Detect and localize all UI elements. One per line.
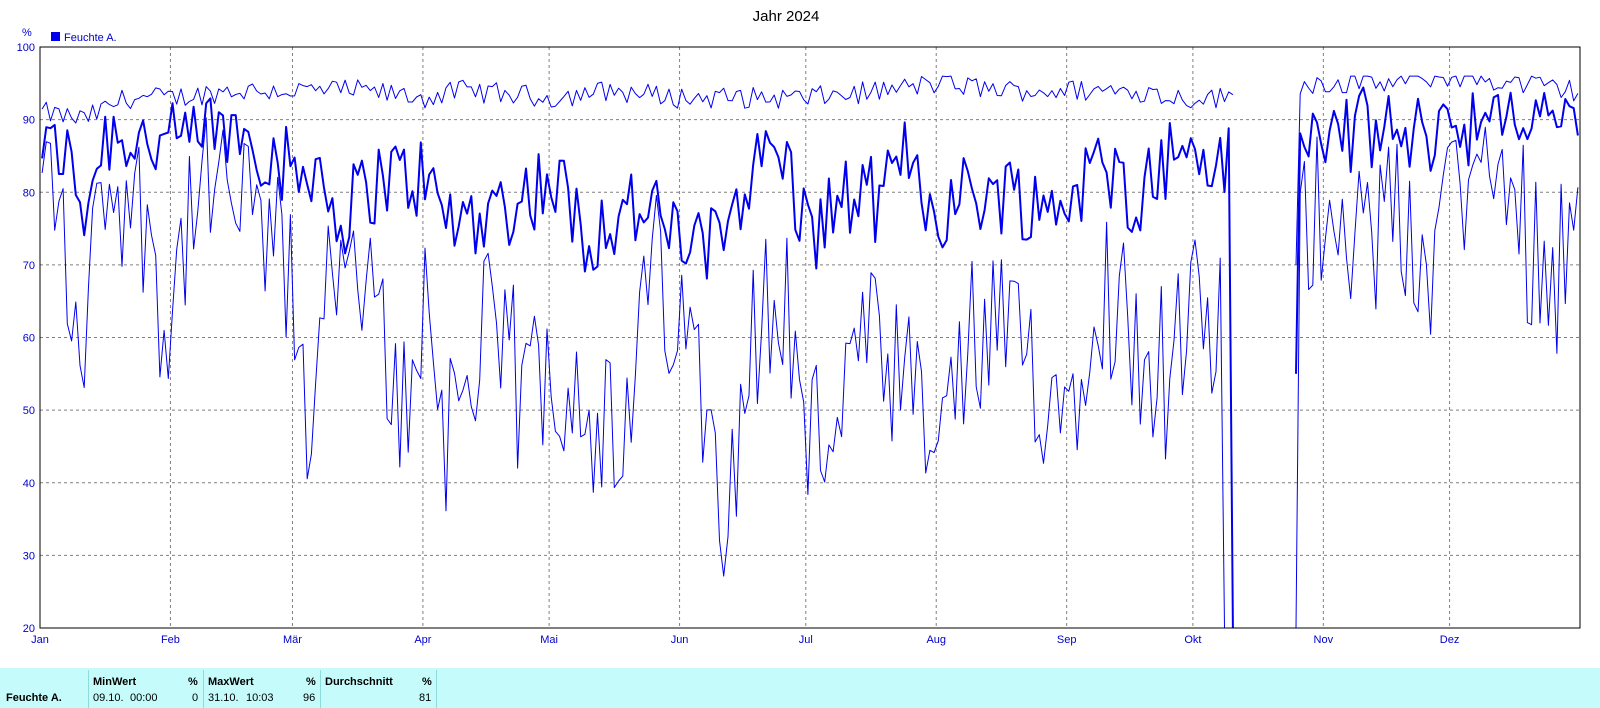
min-value: 0 bbox=[192, 692, 199, 704]
x-tick-label: Jun bbox=[671, 634, 689, 646]
series-max-line bbox=[41, 75, 1579, 265]
y-tick-label: 100 bbox=[17, 42, 35, 54]
max-time: 10:03 bbox=[246, 692, 274, 704]
stats-table: Feuchte A. MinWert % 09.10. 00:00 0 MaxW… bbox=[0, 668, 1600, 708]
plot-frame bbox=[39, 46, 1581, 629]
x-tick-label: Nov bbox=[1314, 634, 1334, 646]
y-tick-label: 70 bbox=[23, 260, 35, 272]
max-date: 31.10. bbox=[208, 692, 239, 704]
chart-title: Jahr 2024 bbox=[753, 8, 820, 25]
y-tick-label: 20 bbox=[23, 623, 35, 635]
x-tick-label: Apr bbox=[414, 634, 431, 646]
legend-swatch bbox=[51, 32, 60, 41]
x-tick-label: Mär bbox=[283, 634, 302, 646]
avg-header: Durchschnitt bbox=[325, 676, 393, 688]
series-min-line bbox=[41, 117, 1579, 629]
y-axis-ticks: 20 30 40 50 60 70 80 90 100 bbox=[17, 42, 35, 635]
y-axis-unit: % bbox=[22, 27, 32, 39]
series-avg-line bbox=[41, 86, 1579, 629]
x-tick-label: Jan bbox=[31, 634, 49, 646]
x-tick-label: Mai bbox=[540, 634, 558, 646]
min-date: 09.10. bbox=[93, 692, 124, 704]
y-tick-label: 50 bbox=[23, 405, 35, 417]
max-unit: % bbox=[306, 676, 316, 688]
avg-unit: % bbox=[422, 676, 432, 688]
x-axis-ticks: Jan Feb Mär Apr Mai Jun Jul Aug Sep Okt Nov Dez bbox=[31, 634, 1459, 646]
stats-series-name: Feuchte A. bbox=[6, 692, 62, 704]
x-tick-label: Jul bbox=[799, 634, 813, 646]
min-header: MinWert bbox=[93, 676, 137, 688]
x-tick-label: Okt bbox=[1184, 634, 1201, 646]
y-tick-label: 30 bbox=[23, 550, 35, 562]
x-tick-label: Sep bbox=[1057, 634, 1077, 646]
series-lines bbox=[41, 75, 1579, 629]
x-tick-label: Feb bbox=[161, 634, 180, 646]
stats-divider bbox=[88, 670, 89, 708]
max-value: 96 bbox=[303, 692, 316, 704]
grid bbox=[40, 47, 1580, 628]
min-unit: % bbox=[188, 676, 198, 688]
y-tick-label: 40 bbox=[23, 478, 35, 490]
humidity-chart: Jahr 2024 % Feuchte A. 20 30 40 50 60 70 80 90 1… bbox=[17, 8, 1581, 646]
stats-divider bbox=[320, 670, 321, 708]
max-header: MaxWert bbox=[208, 676, 254, 688]
x-tick-label: Dez bbox=[1440, 634, 1460, 646]
y-tick-label: 80 bbox=[23, 187, 35, 199]
min-time: 00:00 bbox=[130, 692, 158, 704]
avg-value: 81 bbox=[419, 692, 432, 704]
stats-divider bbox=[436, 670, 437, 708]
stats-divider bbox=[203, 670, 204, 708]
y-tick-label: 60 bbox=[23, 333, 35, 345]
legend-label: Feuchte A. bbox=[64, 32, 117, 44]
y-tick-label: 90 bbox=[23, 115, 35, 127]
x-tick-label: Aug bbox=[926, 634, 946, 646]
